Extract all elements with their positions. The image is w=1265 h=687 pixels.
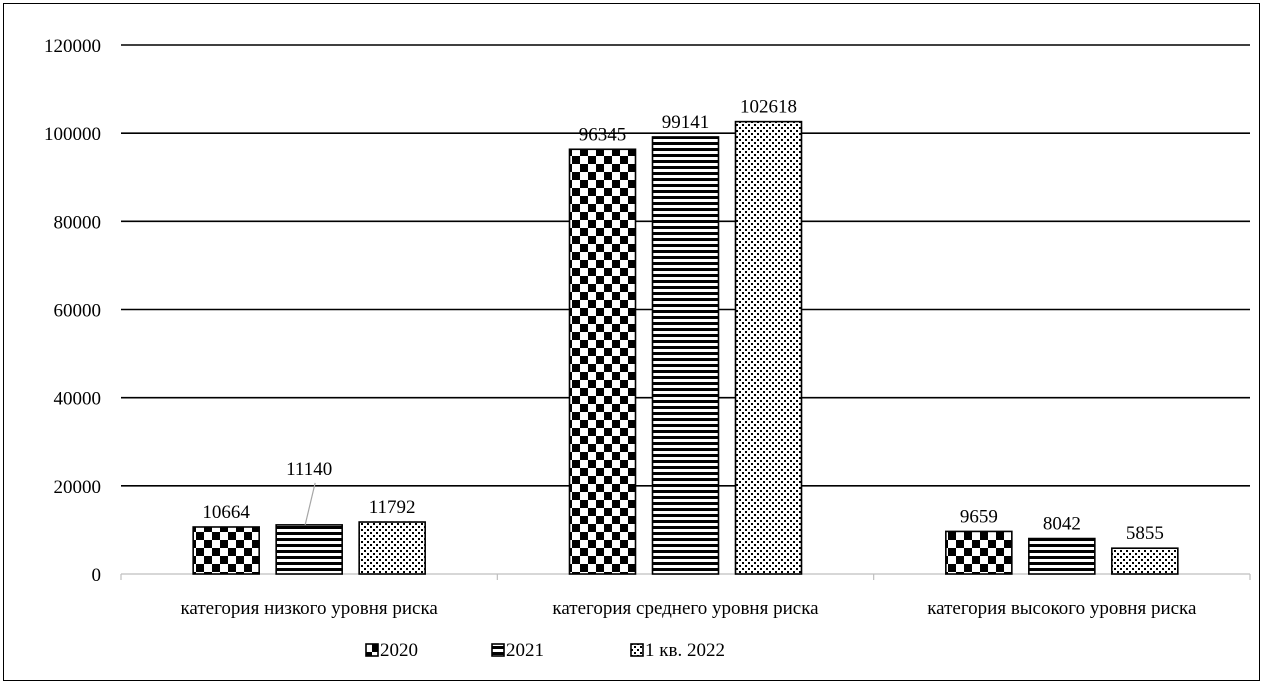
data-label-leader	[304, 482, 316, 526]
category-label: категория среднего уровня риска	[552, 598, 819, 619]
data-labels: 10664 11140 11792 96345 99141 102618 9659 8042 5…	[202, 97, 1163, 545]
legend: 2020 2021 1 кв. 2022	[365, 640, 725, 661]
bar	[945, 530, 1013, 575]
bar	[192, 526, 260, 575]
data-label: 11140	[286, 459, 332, 480]
bar	[734, 120, 803, 575]
data-label: 5855	[1126, 523, 1164, 544]
y-tick-label: 20000	[54, 477, 102, 498]
y-tick-label: 0	[92, 565, 102, 586]
bar	[651, 136, 720, 575]
y-tick-label: 100000	[44, 124, 101, 145]
data-label: 102618	[740, 97, 797, 118]
y-tick-label: 60000	[54, 301, 102, 322]
bar	[358, 521, 426, 575]
y-tick-label: 120000	[44, 36, 101, 57]
legend-swatch	[365, 643, 379, 657]
legend-swatch	[630, 643, 644, 657]
category-label: категория высокого уровня риска	[927, 598, 1197, 619]
legend-label: 2021	[506, 640, 544, 661]
y-tick-label: 40000	[54, 389, 102, 410]
data-label: 99141	[662, 112, 710, 133]
category-labels: категория низкого уровня риска категория …	[180, 598, 1197, 619]
data-label: 96345	[579, 124, 627, 145]
legend-label: 1 кв. 2022	[645, 640, 725, 661]
legend-label: 2020	[380, 640, 418, 661]
y-axis-tick-labels: 0 20000 40000 60000 80000 100000 120000	[44, 36, 101, 586]
category-label: категория низкого уровня риска	[180, 598, 438, 619]
bars	[192, 120, 1179, 575]
y-tick-label: 80000	[54, 212, 102, 233]
data-label: 11792	[369, 497, 416, 518]
bar	[275, 524, 343, 575]
legend-swatch	[491, 643, 505, 657]
bar	[1111, 547, 1179, 575]
data-label: 8042	[1043, 514, 1081, 535]
chart-frame: 0 20000 40000 60000 80000 100000 120000 10664 1…	[3, 3, 1260, 681]
data-label: 9659	[960, 506, 998, 527]
bar	[1028, 537, 1096, 575]
bar	[568, 148, 637, 575]
data-label: 10664	[202, 502, 250, 523]
